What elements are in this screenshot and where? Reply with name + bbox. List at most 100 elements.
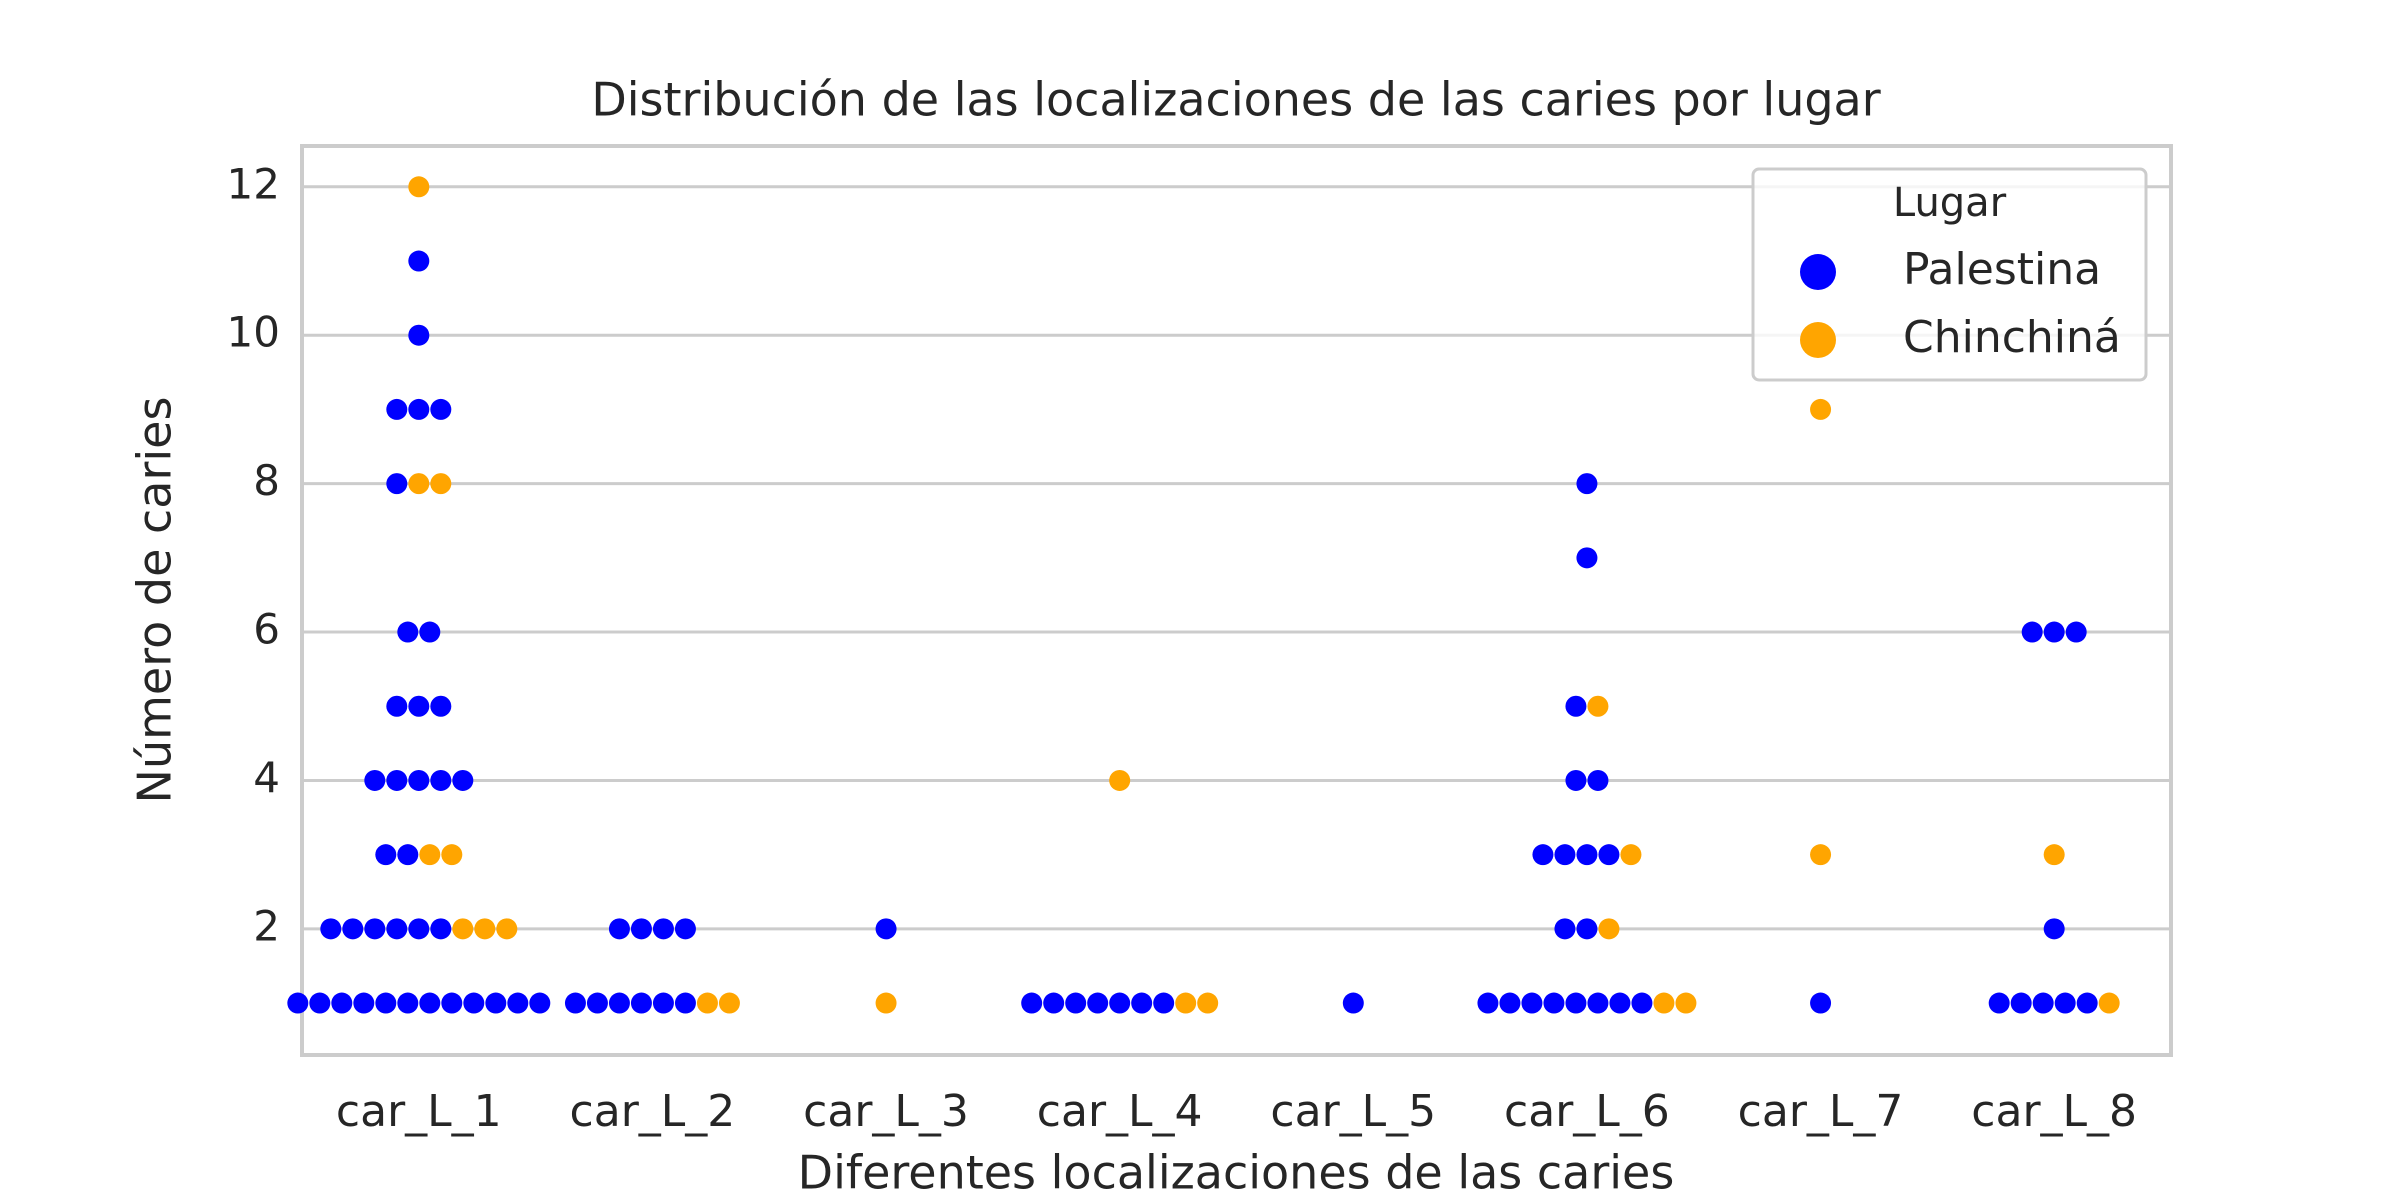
swarm-point [1175, 992, 1197, 1014]
plot-border [300, 144, 2173, 1057]
swarm-point [1197, 992, 1219, 1014]
y-tick-label: 12 [227, 159, 280, 208]
swarm-point [875, 992, 897, 1014]
swarm-point [1598, 918, 1620, 940]
swarm-point [608, 992, 630, 1014]
x-tick-label: car_L_8 [1971, 1086, 2137, 1137]
swarm-point [430, 918, 452, 940]
swarm-point [397, 844, 419, 866]
swarm-point [397, 992, 419, 1014]
swarm-point [2032, 992, 2054, 1014]
swarm-point [485, 992, 507, 1014]
legend-box [1751, 167, 2148, 382]
swarm-point [430, 769, 452, 791]
swarm-point [419, 621, 441, 643]
swarm-point [386, 769, 408, 791]
y-tick-label: 2 [253, 901, 280, 950]
swarm-point [441, 992, 463, 1014]
swarm-point [1543, 992, 1565, 1014]
swarm-point [1087, 992, 1109, 1014]
y-tick-label: 4 [253, 753, 280, 802]
swarm-point [419, 844, 441, 866]
swarm-point [1810, 844, 1832, 866]
swarm-point [408, 250, 430, 272]
swarm-point [430, 695, 452, 717]
chart-title: Distribución de las localizaciones de la… [591, 73, 1880, 127]
swarm-point [696, 992, 718, 1014]
x-tick-label: car_L_6 [1504, 1086, 1670, 1137]
y-tick-label: 8 [253, 456, 280, 505]
swarm-point [529, 992, 551, 1014]
swarm-point [364, 918, 386, 940]
swarm-point [2065, 621, 2087, 643]
swarm-point [1810, 992, 1832, 1014]
swarm-point [1021, 992, 1043, 1014]
swarm-point [287, 992, 309, 1014]
swarm-point [652, 992, 674, 1014]
swarm-point [1587, 769, 1609, 791]
swarm-point [1565, 695, 1587, 717]
legend-title: Lugar [1893, 180, 2007, 226]
swarm-point [586, 992, 608, 1014]
swarm-point [463, 992, 485, 1014]
swarm-point [353, 992, 375, 1014]
legend-label: Palestina [1903, 244, 2101, 295]
y-tick-label: 10 [227, 308, 280, 357]
swarm-point [474, 918, 496, 940]
swarm-point [386, 473, 408, 495]
swarm-point [1499, 992, 1521, 1014]
swarm-point [1576, 918, 1598, 940]
swarm-point [630, 992, 652, 1014]
swarm-point [1153, 992, 1175, 1014]
swarm-point [2076, 992, 2098, 1014]
swarm-point [1653, 992, 1675, 1014]
x-tick-label: car_L_5 [1270, 1086, 1436, 1137]
swarm-point [2054, 992, 2076, 1014]
swarm-point [452, 769, 474, 791]
swarm-point [718, 992, 740, 1014]
swarm-point [309, 992, 331, 1014]
swarm-point [320, 918, 342, 940]
swarm-point [1043, 992, 1065, 1014]
swarm-point [2021, 621, 2043, 643]
swarm-point [1565, 769, 1587, 791]
swarm-point [441, 844, 463, 866]
swarm-point [408, 324, 430, 346]
swarm-point [674, 918, 696, 940]
swarm-point [419, 992, 441, 1014]
swarm-point [1587, 992, 1609, 1014]
swarm-point [1587, 695, 1609, 717]
swarm-point [331, 992, 353, 1014]
swarm-point [408, 398, 430, 420]
swarm-point [630, 918, 652, 940]
swarm-point [674, 992, 696, 1014]
swarm-point [1554, 918, 1576, 940]
swarm-point [386, 918, 408, 940]
swarm-point [397, 621, 419, 643]
swarm-point [1576, 547, 1598, 569]
y-axis-label: Número de caries [128, 397, 182, 804]
swarm-point [1131, 992, 1153, 1014]
legend-marker [1800, 254, 1836, 290]
swarm-point [408, 695, 430, 717]
swarm-point [1342, 992, 1364, 1014]
swarm-point [1532, 844, 1554, 866]
swarm-point [1576, 844, 1598, 866]
swarm-point [430, 398, 452, 420]
swarm-point [364, 769, 386, 791]
y-tick-label: 6 [253, 605, 280, 654]
x-tick-label: car_L_3 [803, 1086, 969, 1137]
swarm-point [1477, 992, 1499, 1014]
swarm-point [652, 918, 674, 940]
swarm-point [386, 695, 408, 717]
swarm-point [1609, 992, 1631, 1014]
swarm-point [1988, 992, 2010, 1014]
swarm-point [1576, 473, 1598, 495]
swarm-point [1521, 992, 1543, 1014]
x-tick-label: car_L_2 [570, 1086, 736, 1137]
swarm-point [1675, 992, 1697, 1014]
swarm-point [2043, 844, 2065, 866]
x-tick-label: car_L_4 [1037, 1086, 1203, 1137]
swarm-point [496, 918, 518, 940]
